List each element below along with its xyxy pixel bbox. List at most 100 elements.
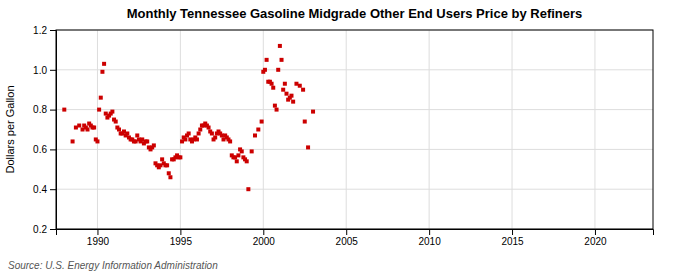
point	[165, 163, 169, 167]
tick-label: 1990	[87, 236, 110, 247]
grid-line	[56, 109, 653, 110]
grid-line	[56, 189, 653, 190]
point	[198, 128, 202, 132]
tick-mark	[50, 229, 56, 230]
point	[210, 131, 214, 135]
tick-label: 2010	[419, 236, 442, 247]
y-axis-title: Dollars per Gallon	[4, 85, 16, 173]
tick-mark	[50, 110, 56, 111]
tick: 2000	[253, 229, 276, 247]
plot: 19901995200020052010201520200.20.40.60.8…	[33, 25, 653, 247]
tick-mark	[180, 229, 181, 235]
point	[195, 137, 199, 141]
grid	[56, 30, 653, 229]
point	[71, 139, 75, 143]
grid-line	[429, 30, 430, 229]
point	[281, 88, 285, 92]
tick-label: 2015	[501, 236, 524, 247]
grid-line	[512, 30, 513, 229]
point	[285, 92, 289, 96]
tick-label: 0.8	[33, 104, 47, 115]
tick-label: 1995	[170, 236, 193, 247]
point	[167, 171, 171, 175]
point	[125, 131, 129, 135]
axis-line	[57, 230, 654, 236]
points	[62, 44, 315, 191]
point	[240, 149, 244, 153]
grid-line	[346, 30, 347, 229]
tick: 0.2	[33, 224, 56, 235]
point	[253, 133, 257, 137]
x-axis: 1990 1995 2000 2005 2010 2015 2020	[57, 229, 654, 247]
tick-mark	[595, 229, 596, 235]
tick-label: 2020	[584, 236, 607, 247]
point	[298, 84, 302, 88]
axis-line	[50, 31, 57, 230]
point	[178, 155, 182, 159]
tick: 2010	[419, 229, 442, 247]
point	[117, 128, 121, 132]
point	[135, 133, 139, 137]
tick-mark	[97, 229, 98, 235]
point	[250, 149, 254, 153]
point	[311, 110, 315, 114]
tick: 0.6	[33, 144, 56, 155]
point	[86, 128, 90, 132]
tick-mark	[50, 189, 56, 190]
point	[246, 187, 250, 191]
point	[92, 126, 96, 130]
point	[263, 68, 267, 72]
point	[271, 86, 275, 90]
tick-label: 0.2	[33, 224, 47, 235]
tick-mark	[429, 229, 430, 235]
tick: 2005	[336, 229, 359, 247]
point	[183, 137, 187, 141]
point	[235, 159, 239, 163]
tick: 1995	[170, 229, 193, 247]
point	[100, 70, 104, 74]
point	[99, 96, 103, 100]
point	[278, 44, 282, 48]
point	[283, 82, 287, 86]
point	[62, 108, 66, 112]
tick: 1990	[87, 229, 110, 247]
point	[95, 139, 99, 143]
point	[102, 62, 106, 66]
title: Monthly Tennessee Gasoline Midgrade Othe…	[127, 6, 583, 21]
point	[160, 157, 164, 161]
grid-line	[56, 149, 653, 150]
point	[228, 139, 232, 143]
tick: 1.0	[33, 65, 56, 76]
point	[197, 131, 201, 135]
tick-mark	[512, 229, 513, 235]
point	[289, 94, 293, 98]
tick-mark	[50, 30, 56, 31]
tick: 0.8	[33, 104, 56, 115]
tick-mark	[50, 149, 56, 150]
chart: 19901995200020052010201520200.20.40.60.8…	[0, 0, 675, 275]
point	[110, 110, 114, 114]
point	[152, 143, 156, 147]
point	[270, 82, 274, 86]
point	[168, 175, 172, 179]
source: Source: U.S. Energy Information Administ…	[8, 260, 218, 271]
point	[236, 153, 240, 157]
point	[265, 58, 269, 62]
tick-mark	[50, 70, 56, 71]
point	[97, 108, 101, 112]
grid-line	[56, 69, 653, 70]
tick: 2015	[501, 229, 524, 247]
point	[77, 124, 81, 128]
plot-frame	[56, 30, 653, 229]
grid-line	[97, 30, 98, 229]
point	[207, 126, 211, 130]
point	[306, 145, 310, 149]
tick: 2020	[584, 229, 607, 247]
tick-label: 1.0	[33, 65, 47, 76]
point	[213, 135, 217, 139]
point	[301, 88, 305, 92]
grid-line	[180, 30, 181, 229]
point	[276, 68, 280, 72]
point	[273, 104, 277, 108]
point	[260, 120, 264, 124]
